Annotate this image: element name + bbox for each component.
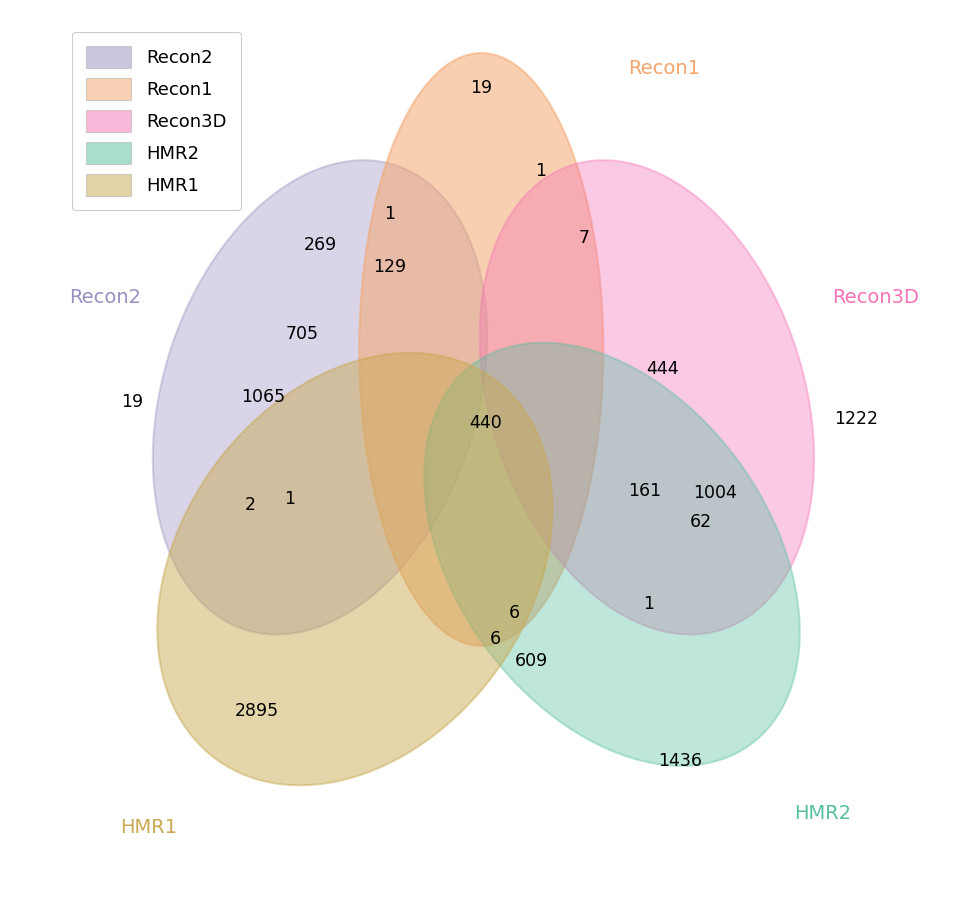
Text: 7: 7 <box>578 229 590 247</box>
Text: 705: 705 <box>286 325 319 342</box>
Text: 6: 6 <box>509 604 520 622</box>
Text: Recon3D: Recon3D <box>832 288 918 307</box>
Text: 1: 1 <box>384 205 395 223</box>
Text: HMR2: HMR2 <box>795 804 852 823</box>
Text: Recon1: Recon1 <box>628 59 701 78</box>
Text: 161: 161 <box>628 481 662 499</box>
Text: HMR1: HMR1 <box>120 817 176 836</box>
Ellipse shape <box>360 53 604 646</box>
Text: 62: 62 <box>690 513 712 531</box>
Text: 1222: 1222 <box>834 410 878 429</box>
Text: 1: 1 <box>535 162 546 180</box>
Text: 1065: 1065 <box>241 389 285 407</box>
Text: 1436: 1436 <box>658 752 702 770</box>
Text: 19: 19 <box>470 79 492 97</box>
Text: 2895: 2895 <box>234 702 278 720</box>
Ellipse shape <box>153 160 487 635</box>
Text: 269: 269 <box>304 236 337 254</box>
Ellipse shape <box>158 353 553 785</box>
Text: 19: 19 <box>122 392 144 410</box>
Text: 440: 440 <box>469 414 502 432</box>
Ellipse shape <box>479 160 814 635</box>
Text: 129: 129 <box>373 258 407 276</box>
Text: Recon2: Recon2 <box>69 288 141 307</box>
Text: 6: 6 <box>490 630 501 647</box>
Legend: Recon2, Recon1, Recon3D, HMR2, HMR1: Recon2, Recon1, Recon3D, HMR2, HMR1 <box>72 32 241 211</box>
Text: 1: 1 <box>284 490 295 508</box>
Text: 1004: 1004 <box>693 484 737 502</box>
Text: 1: 1 <box>643 595 654 613</box>
Text: 2: 2 <box>245 496 256 514</box>
Text: 609: 609 <box>515 653 549 670</box>
Text: 444: 444 <box>646 360 679 378</box>
Ellipse shape <box>424 342 800 765</box>
